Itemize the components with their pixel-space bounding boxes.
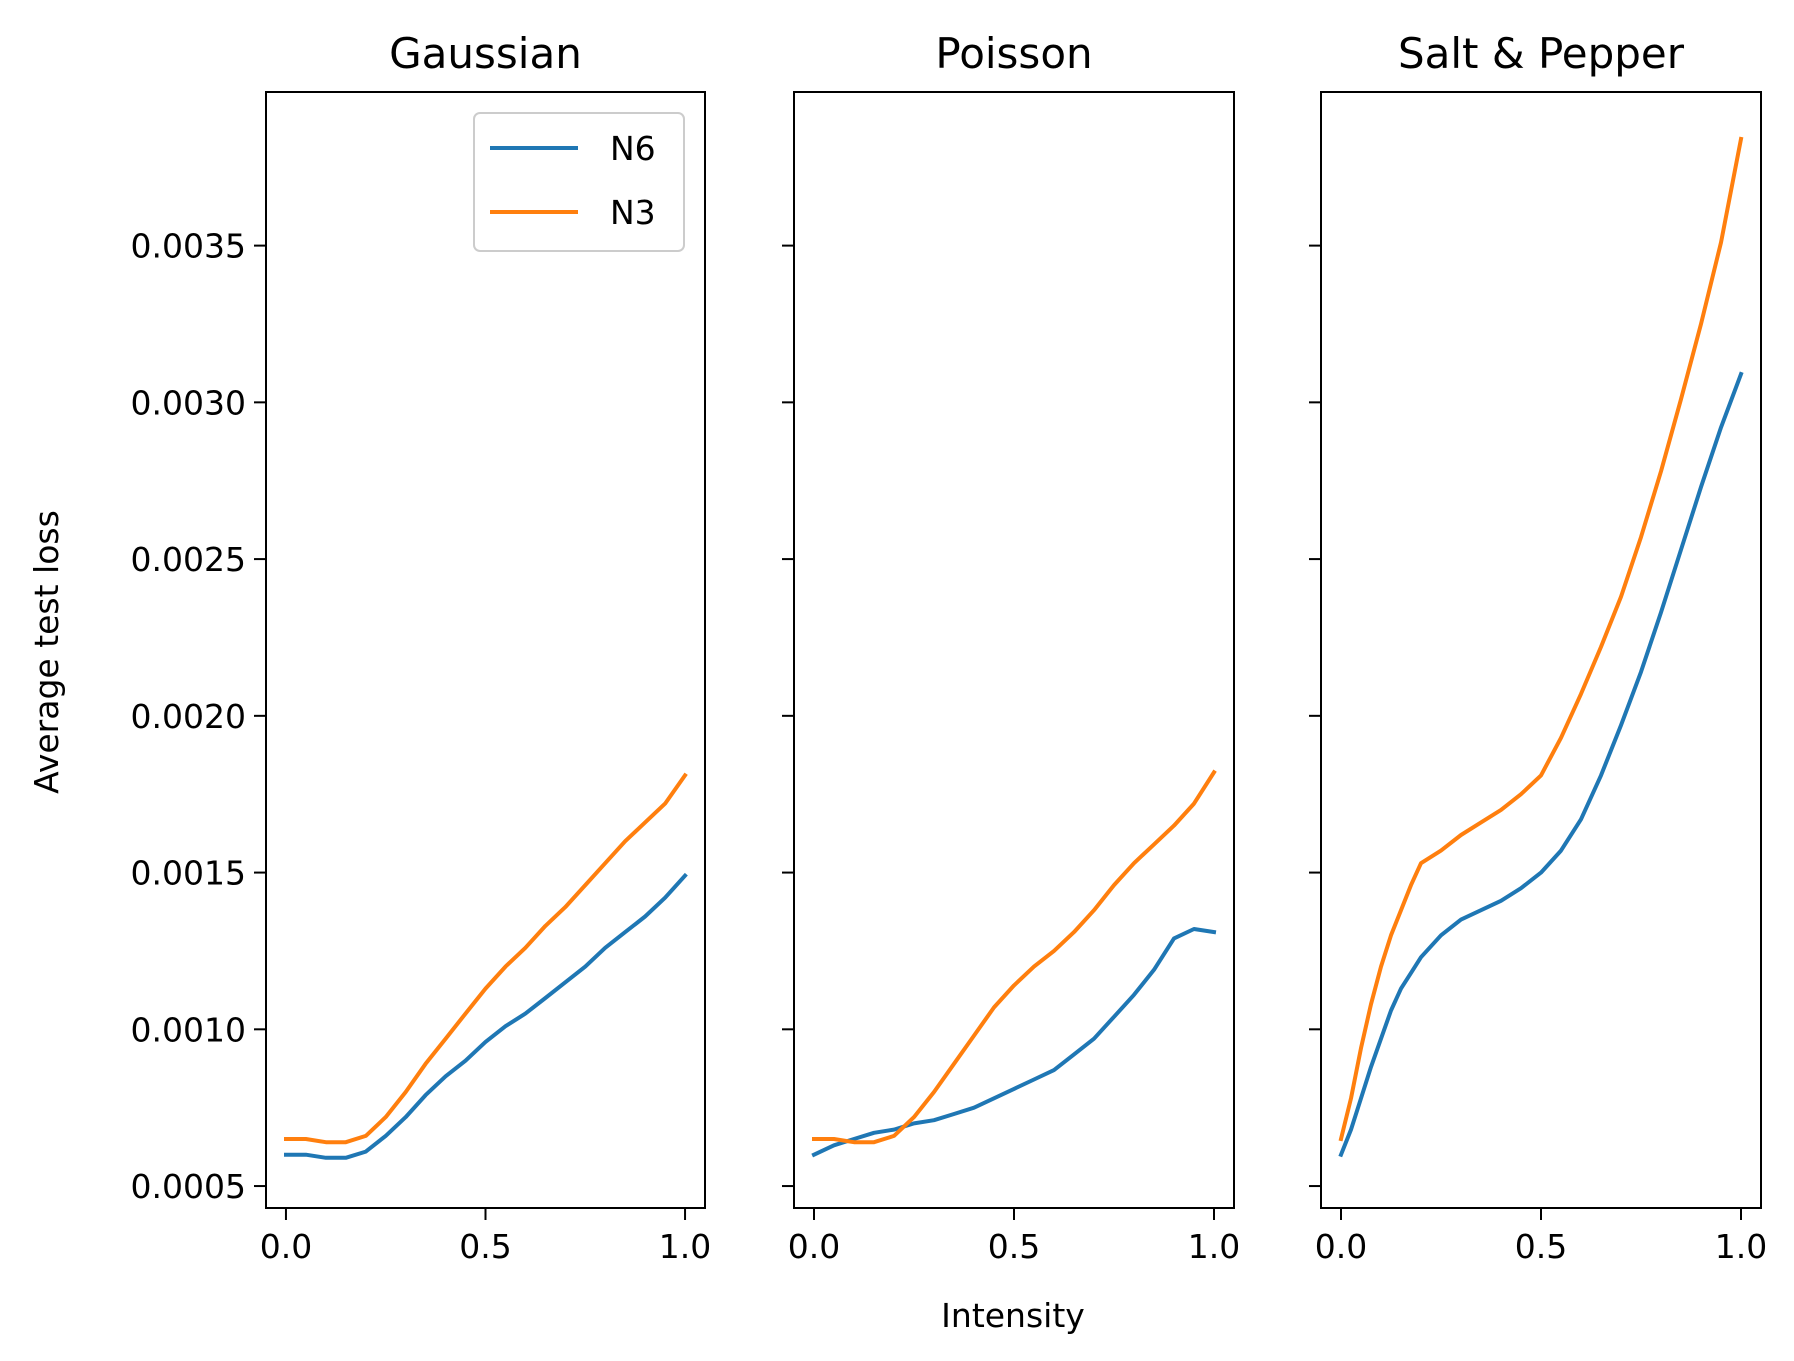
panel-title: Salt & Pepper [1398,29,1685,78]
series-line-n6 [1338,371,1744,1158]
series-line-n3 [284,772,688,1145]
series-line-n6 [284,872,688,1160]
panel-title: Poisson [935,29,1092,78]
panels: Gaussian 0.0005 0.0010 0.0015 0.0020 0.0025 0.… [131,29,1768,1266]
x-tick-label: 0.0 [788,1227,840,1266]
x-tick-label: 0.0 [1315,1227,1367,1266]
series-line-n3 [1338,136,1744,1142]
x-tick-label: 1.0 [1188,1227,1240,1266]
series-line-n6 [811,927,1217,1158]
panel-poisson: Poisson 0.0 0.5 1.0 [782,29,1240,1266]
y-tick-label: 0.0025 [131,540,246,579]
x-tick-label: 1.0 [659,1227,711,1266]
panel-salt-pepper: Salt & Pepper 0.0 0.5 1.0 [1309,29,1767,1266]
legend-label: N3 [610,193,656,232]
legend-label: N6 [610,129,656,168]
x-tick-label: 0.0 [260,1227,312,1266]
x-tick-label: 0.5 [1515,1227,1567,1266]
legend: N6 N3 [473,112,685,252]
x-tick-label: 1.0 [1715,1227,1767,1266]
y-tick-label: 0.0015 [131,854,246,893]
panel-title: Gaussian [389,29,582,78]
y-tick-label: 0.0030 [131,383,246,422]
series-line-n3 [812,769,1217,1145]
panel-gaussian: Gaussian 0.0005 0.0010 0.0015 0.0020 0.0025 0.… [131,29,712,1266]
y-tick-label: 0.0010 [131,1010,246,1049]
x-tick-label: 0.5 [988,1227,1040,1266]
y-tick-label: 0.0020 [131,697,246,736]
y-tick-label: 0.0035 [131,227,246,266]
x-axis-label: Intensity [941,1296,1085,1335]
y-tick-label: 0.0005 [131,1167,246,1206]
x-tick-label: 0.5 [459,1227,511,1266]
y-axis-label: Average test loss [27,510,66,794]
